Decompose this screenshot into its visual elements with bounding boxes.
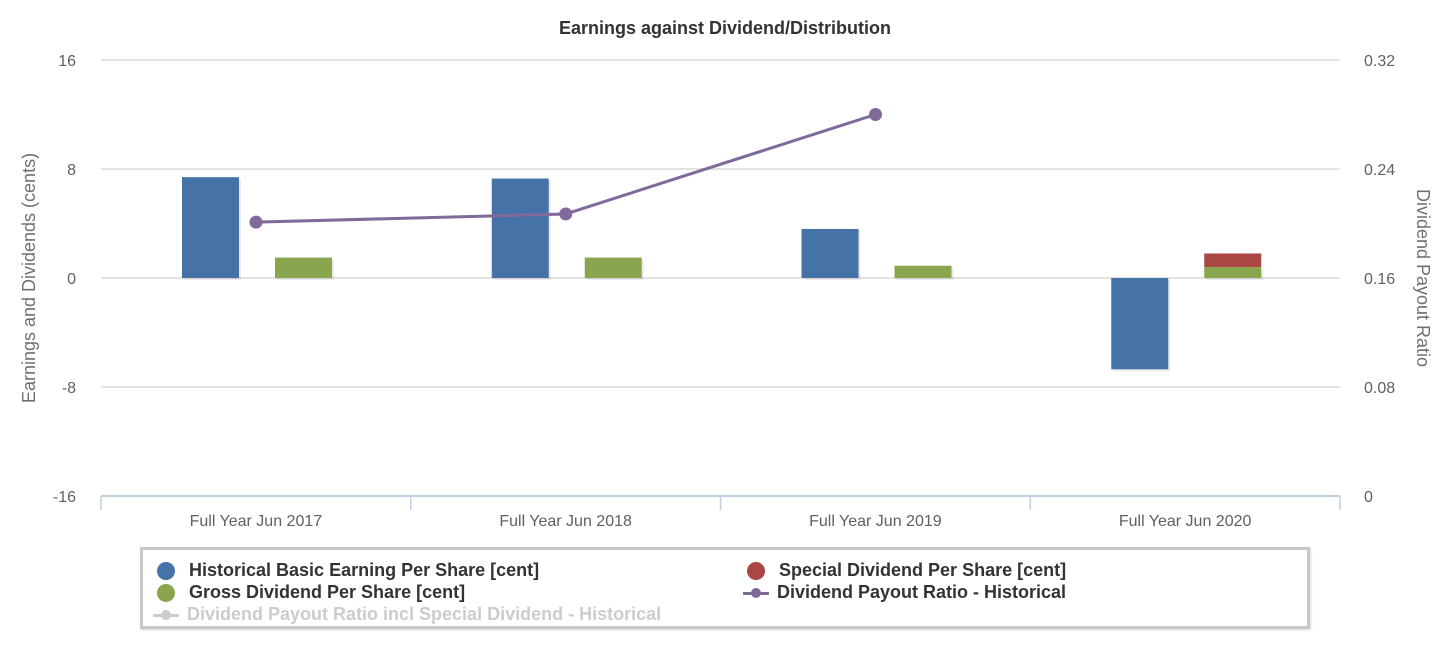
legend: Historical Basic Earning Per Share [cent…	[140, 547, 1310, 629]
legend-item-eps[interactable]: Historical Basic Earning Per Share [cent…	[157, 560, 539, 581]
line-marker-icon	[153, 606, 179, 624]
y-left-tick-label: 0	[67, 271, 76, 288]
chart: Earnings against Dividend/Distribution -…	[19, 18, 1433, 530]
legend-label: Historical Basic Earning Per Share [cent…	[189, 560, 540, 580]
x-tick-label: Full Year Jun 2018	[499, 513, 632, 530]
legend-item-gross-dividend[interactable]: Gross Dividend Per Share [cent]	[157, 582, 465, 603]
y-left-tick-label: -16	[53, 489, 76, 506]
line-marker-icon	[743, 584, 769, 602]
legend-item-special-dividend[interactable]: Special Dividend Per Share [cent]	[747, 560, 1066, 581]
circle-icon	[747, 561, 765, 580]
x-tick-label: Full Year Jun 2020	[1119, 513, 1252, 530]
y-axis-right-title: Dividend Payout Ratio	[1413, 189, 1433, 367]
x-tick-label: Full Year Jun 2017	[190, 513, 323, 530]
y-left-tick-label: 8	[67, 162, 76, 179]
bar-special-dividend	[1204, 253, 1262, 268]
circle-icon	[157, 561, 175, 580]
y-right-tick-label: 0.16	[1364, 271, 1395, 288]
legend-item-payout-ratio-incl-special[interactable]: Dividend Payout Ratio incl Special Divid…	[153, 604, 661, 625]
bar-eps	[1111, 278, 1169, 370]
x-tick-label: Full Year Jun 2019	[809, 513, 942, 530]
y-right-tick-label: 0.24	[1364, 162, 1395, 179]
y-axis-right: 0 0.08 0.16 0.24 0.32	[1364, 53, 1395, 506]
y-right-tick-label: 0.08	[1364, 380, 1395, 397]
legend-label: Gross Dividend Per Share [cent]	[189, 582, 466, 602]
x-axis: Full Year Jun 2017 Full Year Jun 2018 Full…	[100, 495, 1341, 530]
bar-gross-dividend	[894, 265, 952, 278]
legend-label: Special Dividend Per Share [cent]	[779, 560, 1067, 580]
legend-label: Dividend Payout Ratio incl Special Divid…	[187, 604, 662, 624]
y-right-tick-label: 0.32	[1364, 53, 1395, 70]
bars	[182, 177, 1264, 372]
point-payout-ratio	[559, 207, 573, 221]
bar-eps	[182, 177, 239, 278]
legend-item-payout-ratio[interactable]: Dividend Payout Ratio - Historical	[743, 582, 1066, 603]
chart-title: Earnings against Dividend/Distribution	[559, 18, 891, 38]
y-left-tick-label: -8	[62, 380, 76, 397]
bar-gross-dividend	[275, 257, 332, 278]
circle-icon	[157, 583, 175, 602]
bar-gross-dividend	[1204, 267, 1262, 278]
y-left-tick-label: 16	[58, 53, 76, 70]
y-right-tick-label: 0	[1364, 489, 1373, 506]
bar-eps	[491, 178, 549, 278]
bar-gross-dividend	[584, 257, 642, 278]
legend-label: Dividend Payout Ratio - Historical	[777, 582, 1067, 602]
point-payout-ratio	[249, 215, 263, 229]
y-axis-left: -16 -8 0 8 16	[53, 53, 76, 506]
y-axis-left-title: Earnings and Dividends (cents)	[19, 153, 39, 403]
point-payout-ratio	[869, 108, 882, 121]
lines	[249, 108, 882, 229]
bar-eps	[801, 228, 859, 278]
